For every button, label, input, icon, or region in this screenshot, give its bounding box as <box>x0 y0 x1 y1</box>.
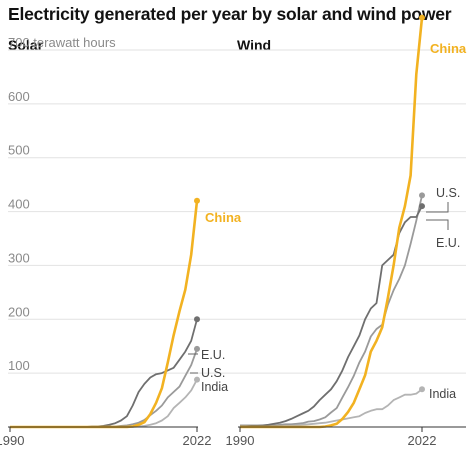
wind-line-us <box>240 195 423 427</box>
solar-panel-title: Solar <box>8 37 44 53</box>
y-tick-label: 200 <box>8 304 30 319</box>
y-tick-label: 400 <box>8 197 30 212</box>
solar-endpoint-india <box>194 376 200 383</box>
wind-label-us: U.S. <box>436 186 460 200</box>
solar-endpoint-us <box>194 345 200 352</box>
wind-line-india <box>240 388 423 428</box>
wind-endpoint-india <box>419 386 425 393</box>
wind-leader-eu <box>426 219 449 230</box>
wind-x-tick-label: 1990 <box>226 433 255 448</box>
solar-label-us: U.S. <box>201 366 225 380</box>
solar-label-india: India <box>201 380 228 394</box>
solar-x-tick-label: 2022 <box>183 433 212 448</box>
wind-leader-us <box>426 202 449 213</box>
x-axis: 1990 2022 1990 2022 <box>0 426 466 448</box>
wind-label-india: India <box>429 387 456 401</box>
wind-endpoint-us <box>419 192 425 199</box>
wind-line-china <box>240 17 424 429</box>
wind-panel-title: Wind <box>237 37 271 53</box>
y-tick-label: 300 <box>8 250 30 265</box>
wind-x-tick-label: 2022 <box>408 433 437 448</box>
solar-label-china: China <box>205 210 242 225</box>
y-tick-label: 700 terawatt hours <box>8 35 116 50</box>
wind-series <box>240 14 425 429</box>
solar-endpoint-eu <box>194 316 200 323</box>
y-tick-label: 100 <box>8 358 30 373</box>
y-tick-label: 500 <box>8 143 30 158</box>
solar-endpoint-china <box>194 197 200 204</box>
solar-series <box>10 197 200 429</box>
y-tick-labels: 700 terawatt hours 600 500 400 300 200 100 <box>8 35 116 373</box>
solar-line-china <box>10 200 199 429</box>
wind-label-eu: E.U. <box>436 236 460 250</box>
wind-label-china: China <box>430 41 467 56</box>
solar-label-eu: E.U. <box>201 348 225 362</box>
page-title: Electricity generated per year by solar … <box>8 4 452 24</box>
y-tick-label: 600 <box>8 89 30 104</box>
wind-line-eu <box>240 205 423 428</box>
solar-x-tick-label: 1990 <box>0 433 24 448</box>
wind-endpoint-china <box>419 14 425 21</box>
wind-endpoint-eu <box>419 203 425 210</box>
gridlines <box>8 49 466 374</box>
solar-line-india <box>10 379 198 428</box>
